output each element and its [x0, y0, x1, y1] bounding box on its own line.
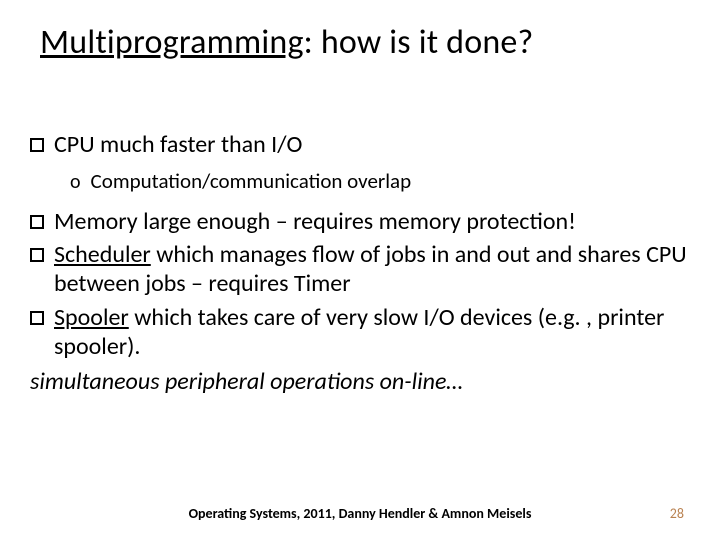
page-number: 28 — [670, 505, 684, 522]
footer-text: Operating Systems, 2011, Danny Hendler &… — [0, 505, 720, 522]
bullet-text: CPU much faster than I/O — [54, 130, 302, 159]
square-bullet-icon — [30, 248, 44, 262]
square-bullet-icon — [30, 215, 44, 229]
title-underlined: Multiprogramming — [40, 22, 304, 63]
italic-summary: simultaneous peripheral operations on-li… — [30, 367, 690, 396]
bullet-text: Scheduler which manages flow of jobs in … — [54, 240, 690, 299]
bullet-text: Memory large enough – requires memory pr… — [54, 207, 576, 236]
bullet-text: Spooler which takes care of very slow I/… — [54, 303, 690, 362]
slide: Multiprogramming: how is it done? CPU mu… — [0, 0, 720, 540]
bullet-underlined: Scheduler — [54, 240, 151, 269]
slide-body: CPU much faster than I/O o Computation/c… — [30, 130, 690, 396]
sub-bullet-text: Computation/communication overlap — [91, 169, 412, 195]
slide-title: Multiprogramming: how is it done? — [40, 22, 700, 63]
bullet-underlined: Spooler — [54, 303, 129, 332]
sub-bullet-item: o Computation/communication overlap — [70, 169, 690, 195]
title-rest: : how is it done? — [304, 22, 534, 63]
bullet-item: Memory large enough – requires memory pr… — [30, 207, 690, 236]
square-bullet-icon — [30, 311, 44, 325]
bullet-item: CPU much faster than I/O — [30, 130, 690, 159]
bullet-item: Spooler which takes care of very slow I/… — [30, 303, 690, 362]
bullet-rest: which takes care of very slow I/O device… — [54, 303, 664, 361]
circle-bullet-icon: o — [70, 170, 81, 194]
bullet-item: Scheduler which manages flow of jobs in … — [30, 240, 690, 299]
square-bullet-icon — [30, 138, 44, 152]
